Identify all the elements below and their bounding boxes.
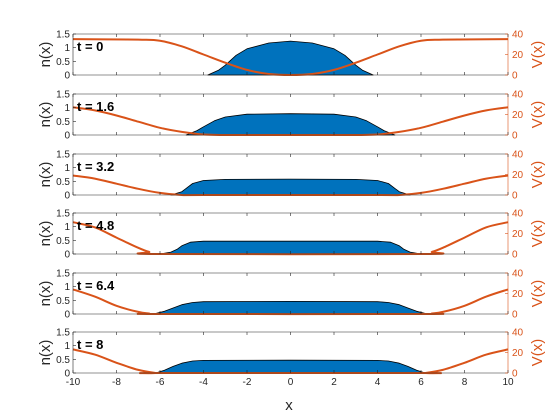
y-tick-label-right: 40	[512, 269, 524, 280]
x-tick-label: 2	[331, 377, 337, 388]
y-axis-label-left: n(x)	[37, 42, 54, 68]
density-area	[153, 301, 428, 315]
y-tick-label-right: 0	[512, 369, 518, 380]
y-tick-label-right: 0	[512, 131, 518, 142]
y-axis-label-right: V(x)	[529, 280, 546, 308]
y-tick-label-left: 0.5	[56, 236, 70, 247]
panel-6: 0 0.5 1 1.5 0 20 40 n(x) V(x) t = 8 -10 -8 -6 -4 -2 0 2 4…	[37, 328, 546, 389]
y-axis-label-right: V(x)	[529, 41, 546, 69]
y-axis-label-right: V(x)	[529, 101, 546, 129]
y-tick-label-left: 1.5	[56, 328, 70, 339]
y-tick-label-left: 1.5	[56, 30, 70, 41]
y-tick-label-right: 0	[512, 71, 518, 82]
x-tick-label: 6	[418, 377, 424, 388]
time-label: t = 0	[77, 39, 103, 54]
y-tick-label-left: 0.5	[56, 177, 70, 188]
x-tick-label: -6	[156, 377, 165, 388]
y-tick-label-left: 0	[64, 310, 70, 321]
y-axis-label-right: V(x)	[529, 339, 546, 367]
x-axis-label: x	[285, 397, 293, 414]
y-tick-label-right: 20	[512, 348, 524, 359]
x-tick-label: -10	[66, 377, 81, 388]
x-tick-label: 8	[462, 377, 468, 388]
y-tick-label-left: 0.5	[56, 57, 70, 68]
x-tick-label: -2	[243, 377, 252, 388]
y-axis-label-left: n(x)	[37, 340, 54, 366]
y-tick-label-left: 1	[64, 163, 70, 174]
y-tick-label-left: 1.5	[56, 150, 70, 161]
y-tick-label-right: 40	[512, 90, 524, 101]
y-tick-label-left: 1	[64, 43, 70, 54]
time-label: t = 1.6	[77, 99, 114, 114]
y-tick-label-left: 1.5	[56, 90, 70, 101]
panel-5: 0 0.5 1 1.5 0 20 40 n(x) V(x) t = 6.4	[37, 269, 546, 321]
y-tick-label-right: 0	[512, 250, 518, 261]
panel-4: 0 0.5 1 1.5 0 20 40 n(x) V(x) t = 4.8	[37, 209, 546, 261]
y-tick-label-left: 1.5	[56, 209, 70, 220]
y-tick-label-right: 40	[512, 150, 524, 161]
y-tick-label-right: 20	[512, 110, 524, 121]
time-label: t = 8	[77, 337, 103, 352]
y-tick-label-left: 0	[64, 71, 70, 82]
time-label: t = 6.4	[77, 278, 115, 293]
y-axis-label-left: n(x)	[37, 162, 54, 188]
y-tick-label-left: 0	[64, 191, 70, 202]
y-tick-label-left: 0	[64, 369, 70, 380]
x-tick-label: 10	[502, 377, 514, 388]
y-tick-label-right: 20	[512, 229, 524, 240]
y-tick-label-left: 1	[64, 222, 70, 233]
y-tick-label-right: 20	[512, 50, 524, 61]
y-tick-label-right: 40	[512, 328, 524, 339]
y-tick-label-left: 0.5	[56, 296, 70, 307]
y-axis-label-left: n(x)	[37, 102, 54, 128]
y-axis-label-left: n(x)	[37, 221, 54, 247]
time-label: t = 4.8	[77, 218, 114, 233]
density-area	[170, 178, 411, 196]
panel-1: 0 0.5 1 1.5 0 20 40 n(x) V(x) t = 0	[37, 30, 546, 82]
density-area	[207, 40, 374, 76]
y-axis-label-right: V(x)	[529, 220, 546, 248]
density-area	[185, 113, 396, 136]
y-tick-label-right: 40	[512, 30, 524, 41]
y-tick-label-left: 0.5	[56, 117, 70, 128]
density-area	[159, 240, 422, 255]
y-tick-label-left: 1	[64, 341, 70, 352]
x-tick-label: 4	[375, 377, 381, 388]
density-area	[155, 359, 426, 374]
x-tick-label: -4	[199, 377, 208, 388]
y-tick-label-right: 40	[512, 209, 524, 220]
y-tick-label-left: 1	[64, 103, 70, 114]
time-label: t = 3.2	[77, 159, 114, 174]
panel-2: 0 0.5 1 1.5 0 20 40 n(x) V(x) t = 1.6	[37, 90, 546, 142]
y-tick-label-right: 0	[512, 191, 518, 202]
y-tick-label-right: 20	[512, 170, 524, 181]
y-tick-label-left: 0.5	[56, 355, 70, 366]
y-tick-label-right: 0	[512, 310, 518, 321]
y-tick-label-left: 1	[64, 282, 70, 293]
x-tick-label: -8	[112, 377, 121, 388]
y-tick-label-left: 0	[64, 131, 70, 142]
y-tick-label-left: 1.5	[56, 269, 70, 280]
y-tick-label-left: 0	[64, 250, 70, 261]
y-axis-label-right: V(x)	[529, 161, 546, 189]
panel-3: 0 0.5 1 1.5 0 20 40 n(x) V(x) t = 3.2	[37, 150, 546, 202]
x-tick-label: 0	[288, 377, 294, 388]
y-tick-label-right: 20	[512, 289, 524, 300]
y-axis-label-left: n(x)	[37, 281, 54, 307]
